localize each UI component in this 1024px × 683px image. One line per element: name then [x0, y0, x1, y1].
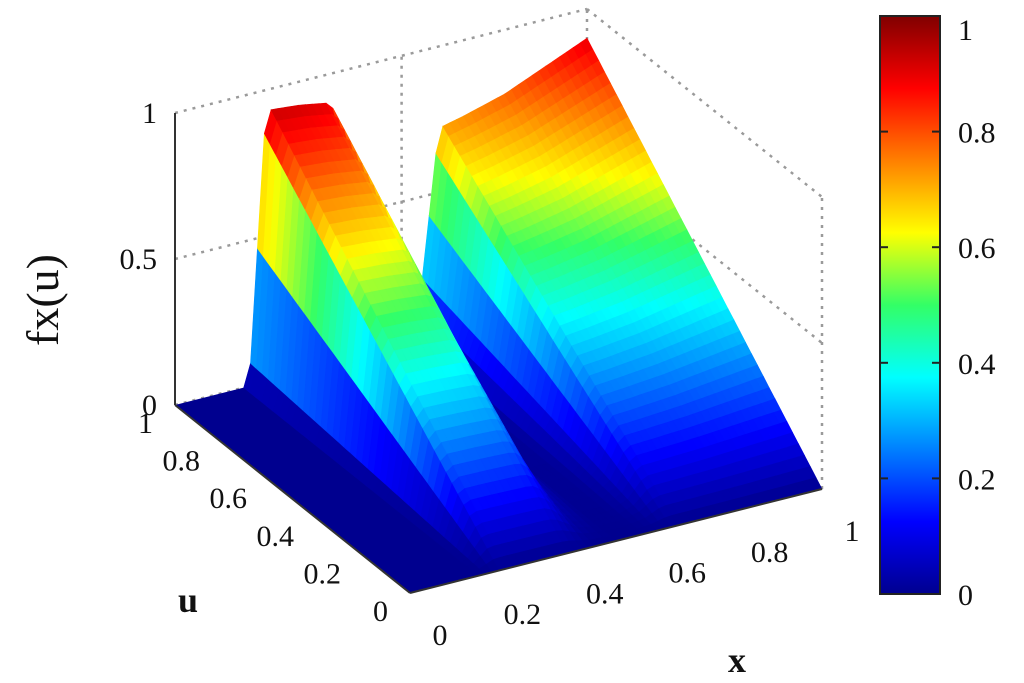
z-tick-label: 1 — [142, 97, 157, 130]
u-tick-label: 0.4 — [257, 520, 295, 553]
y-axis-label: u — [178, 580, 198, 620]
u-axis-line — [174, 404, 411, 594]
colorbar-gradient — [879, 15, 941, 595]
u-tick-label: 0.6 — [210, 482, 248, 515]
surface — [175, 37, 823, 593]
z-tick-label: 0 — [142, 389, 157, 422]
u-tick-label: 0.2 — [304, 557, 342, 590]
z-axis-label: fx(u) — [17, 254, 68, 346]
colorbar-tick-label: 0.6 — [958, 232, 996, 265]
x-tick-label: 0.2 — [504, 598, 542, 631]
z-tick-label: 0.5 — [120, 243, 158, 276]
u-tick-label: 0 — [373, 595, 388, 628]
x-axis-label: x — [728, 640, 746, 680]
surface-patch — [596, 530, 611, 538]
colorbar-tick-label: 1 — [958, 14, 973, 47]
x-axis-line — [409, 488, 823, 594]
colorbar-tick-label: 0 — [958, 579, 973, 612]
colorbar: 0 0.2 0.4 0.6 0.8 1 — [879, 14, 996, 612]
colorbar-tick-label: 0.2 — [958, 463, 996, 496]
u-tick-label: 1 — [138, 407, 153, 440]
x-tick-label: 0 — [433, 619, 448, 652]
x-tick-label: 1 — [845, 515, 860, 548]
x-tick-label: 0.4 — [586, 577, 624, 610]
colorbar-tick-label: 0.4 — [958, 348, 996, 381]
x-tick-label: 0.6 — [668, 557, 706, 590]
u-tick-label: 0.8 — [163, 445, 201, 478]
colorbar-tick-label: 0.8 — [958, 117, 996, 150]
x-tick-label: 0.8 — [751, 536, 789, 569]
